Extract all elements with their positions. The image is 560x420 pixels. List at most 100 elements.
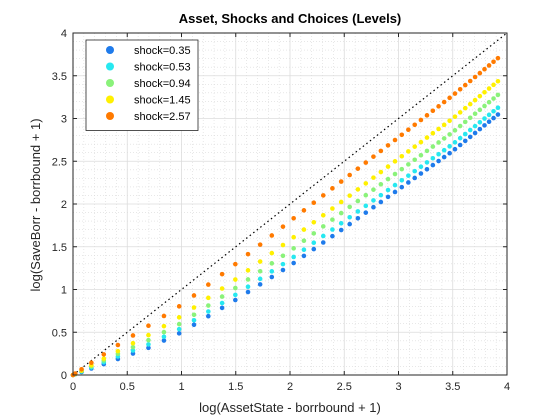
data-point [347, 221, 352, 227]
data-point [399, 184, 405, 190]
data-point [219, 294, 225, 299]
data-point [291, 234, 296, 240]
legend-marker [106, 79, 114, 87]
data-point [338, 199, 344, 205]
x-axis-label: log(AssetState - borrbound + 1) [199, 400, 381, 415]
data-point [280, 253, 286, 259]
data-point [291, 215, 296, 221]
data-point [399, 132, 405, 138]
data-point [477, 119, 483, 125]
data-point [491, 108, 496, 114]
data-point [482, 123, 487, 128]
data-point [378, 148, 384, 154]
data-point [436, 140, 441, 145]
data-point [412, 175, 418, 181]
data-point [338, 227, 344, 233]
data-point [280, 224, 286, 229]
data-point [495, 105, 501, 111]
data-point [301, 238, 307, 244]
data-point [191, 322, 197, 328]
data-point [191, 312, 197, 318]
data-point [424, 135, 430, 140]
data-point [486, 112, 492, 118]
data-point [441, 122, 447, 128]
data-point [233, 261, 238, 267]
y-axis-label: log(SaveBorr - borrbound + 1) [28, 118, 43, 291]
data-point [257, 282, 263, 287]
data-point [447, 132, 452, 137]
legend-label: shock=0.35 [134, 45, 191, 57]
legend-label: shock=0.53 [134, 62, 191, 74]
data-point [430, 130, 436, 136]
data-point [338, 210, 344, 216]
data-point [477, 107, 483, 113]
data-point [245, 277, 251, 282]
data-point [495, 55, 501, 61]
data-point [206, 282, 211, 287]
data-point [385, 176, 391, 182]
data-point [219, 271, 225, 277]
data-point [467, 101, 473, 107]
y-tick-label: 0 [61, 370, 67, 382]
data-point [491, 115, 496, 121]
data-point [452, 140, 458, 145]
data-point [320, 193, 326, 198]
data-point [378, 169, 384, 175]
data-point [436, 104, 441, 109]
data-point [176, 331, 182, 336]
data-point [418, 171, 424, 176]
data-point [257, 242, 263, 247]
data-point [161, 323, 167, 329]
data-point [330, 227, 335, 232]
data-point [363, 181, 369, 186]
data-point [385, 164, 391, 169]
data-point [477, 126, 483, 132]
data-point [269, 250, 275, 256]
data-point [424, 148, 430, 154]
legend-label: shock=1.45 [134, 95, 191, 107]
data-point [130, 344, 136, 350]
data-point [436, 151, 441, 157]
axis-ticks [72, 32, 508, 376]
legend-label: shock=0.94 [134, 78, 191, 90]
data-point [355, 209, 361, 214]
x-tick-label: 2.5 [337, 381, 352, 393]
data-point [233, 285, 238, 291]
y-tick-labels: 0 0.5 1 1.5 2 2.5 3 3.5 4 [52, 28, 67, 382]
data-point [406, 180, 411, 185]
chart-title: Asset, Shocks and Choices (Levels) [179, 11, 402, 26]
data-point [452, 128, 458, 133]
data-point [406, 149, 411, 154]
data-point [441, 147, 447, 153]
data-point [269, 233, 275, 238]
data-point [371, 187, 376, 192]
data-point [301, 247, 307, 253]
data-point [320, 224, 326, 229]
data-point [176, 315, 182, 320]
data-point [392, 137, 398, 143]
data-point [482, 90, 487, 95]
data-point [338, 220, 344, 226]
data-point [430, 144, 436, 149]
data-point [311, 240, 317, 246]
series-0-points [70, 112, 501, 378]
data-point [378, 192, 384, 198]
data-point [355, 215, 361, 221]
data-point [452, 91, 458, 96]
data-point [486, 119, 492, 124]
legend-label: shock=2.57 [134, 111, 191, 123]
data-point [146, 342, 151, 347]
reference-diagonal-line [72, 32, 508, 376]
series-1-points [70, 105, 501, 378]
data-point [206, 309, 211, 314]
x-tick-label: 0.5 [120, 381, 135, 393]
data-point [219, 286, 225, 291]
data-point [257, 259, 263, 264]
data-point [457, 110, 463, 115]
data-point [457, 123, 463, 129]
data-point [130, 340, 136, 346]
data-point [424, 166, 430, 172]
data-point [472, 111, 478, 117]
y-tick-label: 4 [61, 28, 67, 40]
data-point [392, 171, 398, 177]
